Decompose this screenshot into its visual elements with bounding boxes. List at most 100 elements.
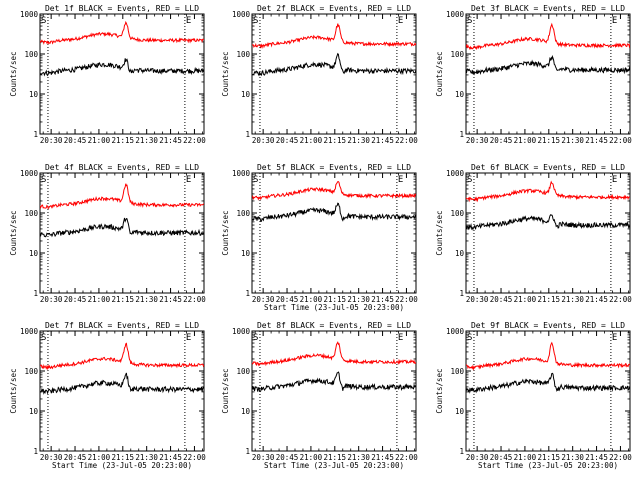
panel-9: Det 9f BLACK = Events, RED = LLD 1 10 100 10…	[435, 321, 632, 470]
x-tick-label: 21:30	[347, 295, 370, 304]
panel-title: Det 5f BLACK = Events, RED = LLD	[257, 163, 411, 172]
x-tick-label: 22:00	[395, 295, 418, 304]
series-lld-line	[40, 183, 204, 210]
panel-4: Det 4f BLACK = Events, RED = LLD 1 10 100 10…	[9, 163, 206, 304]
series-events-line	[252, 202, 416, 222]
x-tick-label: 21:15	[324, 136, 347, 145]
x-tick-label: 21:45	[159, 136, 182, 145]
series-events-line	[40, 217, 204, 238]
y-tick-label: 10	[455, 90, 465, 99]
y-tick-label: 10	[241, 90, 251, 99]
x-tick-label: 20:45	[490, 295, 513, 304]
x-tick-label: 20:30	[40, 295, 63, 304]
x-tick-label: 21:45	[371, 453, 394, 462]
x-tick-label: 21:15	[112, 453, 135, 462]
time-marker-s: S	[467, 175, 472, 185]
x-tick-label: 20:30	[252, 295, 275, 304]
plot-frame	[465, 172, 631, 294]
x-axis-label: Start Time (23-Jul-05 20:23:00)	[264, 303, 404, 312]
x-tick-label: 21:45	[159, 453, 182, 462]
x-tick-label: 22:00	[183, 453, 206, 462]
y-tick-label: 100	[24, 209, 38, 218]
x-tick-label: 21:00	[88, 136, 111, 145]
x-tick-label: 20:45	[64, 136, 87, 145]
time-marker-e: E	[398, 175, 403, 185]
y-tick-label: 10	[241, 249, 251, 258]
panel-title: Det 7f BLACK = Events, RED = LLD	[45, 321, 199, 330]
panel-1: Det 1f BLACK = Events, RED = LLD 1 10 100 10…	[9, 4, 206, 145]
y-axis-label: Counts/sec	[435, 51, 444, 96]
y-tick-label: 1000	[232, 169, 251, 178]
time-marker-s: S	[253, 175, 258, 185]
y-tick-label: 1	[245, 447, 250, 456]
y-tick-label: 10	[455, 249, 465, 258]
panel-8: Det 8f BLACK = Events, RED = LLD 1 10 100 10…	[221, 321, 418, 470]
x-tick-label: 21:30	[347, 136, 370, 145]
panel-title: Det 1f BLACK = Events, RED = LLD	[45, 4, 199, 13]
y-tick-label: 1	[33, 447, 38, 456]
x-tick-label: 21:30	[135, 453, 158, 462]
x-tick-label: 21:15	[324, 453, 347, 462]
y-tick-label: 1000	[446, 169, 465, 178]
plot-frame	[39, 13, 205, 135]
time-marker-s: S	[253, 16, 258, 26]
y-axis-label: Counts/sec	[9, 210, 18, 255]
y-tick-label: 1000	[20, 169, 39, 178]
time-marker-s: S	[41, 175, 46, 185]
x-tick-label: 21:00	[514, 453, 537, 462]
x-tick-label: 20:30	[466, 453, 489, 462]
x-tick-label: 22:00	[183, 136, 206, 145]
y-tick-label: 1	[459, 289, 464, 298]
x-tick-label: 21:15	[538, 136, 561, 145]
series-lld-line	[466, 341, 630, 371]
x-tick-label: 21:15	[112, 136, 135, 145]
plot-frame	[251, 172, 417, 294]
x-tick-label: 20:30	[466, 295, 489, 304]
x-tick-label: 21:45	[585, 136, 608, 145]
plot-frame	[39, 330, 205, 452]
y-tick-label: 1	[245, 289, 250, 298]
x-tick-label: 22:00	[609, 295, 632, 304]
x-tick-label: 20:45	[64, 453, 87, 462]
x-axis-label: Start Time (23-Jul-05 20:23:00)	[478, 461, 618, 470]
y-tick-label: 10	[29, 249, 39, 258]
x-tick-label: 21:00	[300, 136, 323, 145]
x-tick-label: 21:45	[159, 295, 182, 304]
x-tick-label: 22:00	[183, 295, 206, 304]
y-tick-label: 1	[459, 447, 464, 456]
time-marker-s: S	[41, 333, 46, 343]
panel-title: Det 4f BLACK = Events, RED = LLD	[45, 163, 199, 172]
x-tick-label: 21:30	[347, 453, 370, 462]
y-tick-label: 1000	[446, 10, 465, 19]
y-tick-label: 100	[24, 367, 38, 376]
x-tick-label: 22:00	[395, 136, 418, 145]
x-tick-label: 21:45	[371, 295, 394, 304]
panel-title: Det 3f BLACK = Events, RED = LLD	[471, 4, 625, 13]
time-marker-e: E	[186, 333, 191, 343]
y-tick-label: 1000	[20, 10, 39, 19]
x-tick-label: 20:45	[276, 136, 299, 145]
x-tick-label: 22:00	[609, 453, 632, 462]
y-axis-label: Counts/sec	[221, 51, 230, 96]
x-tick-label: 21:30	[135, 136, 158, 145]
x-tick-label: 20:45	[276, 453, 299, 462]
x-tick-label: 21:15	[112, 295, 135, 304]
panel-title: Det 8f BLACK = Events, RED = LLD	[257, 321, 411, 330]
x-tick-label: 21:00	[514, 136, 537, 145]
x-tick-label: 20:30	[252, 453, 275, 462]
x-tick-label: 21:15	[538, 453, 561, 462]
y-tick-label: 1000	[232, 327, 251, 336]
time-marker-e: E	[612, 175, 617, 185]
time-marker-s: S	[467, 333, 472, 343]
x-tick-label: 21:00	[300, 295, 323, 304]
y-axis-label: Counts/sec	[9, 368, 18, 413]
x-tick-label: 21:00	[88, 295, 111, 304]
y-tick-label: 1	[245, 130, 250, 139]
plot-frame	[251, 13, 417, 135]
time-marker-e: E	[612, 333, 617, 343]
y-tick-label: 100	[236, 209, 250, 218]
x-axis-label: Start Time (23-Jul-05 20:23:00)	[264, 461, 404, 470]
panel-7: Det 7f BLACK = Events, RED = LLD 1 10 100 10…	[9, 321, 206, 470]
y-tick-label: 10	[241, 407, 251, 416]
plot-frame	[251, 330, 417, 452]
